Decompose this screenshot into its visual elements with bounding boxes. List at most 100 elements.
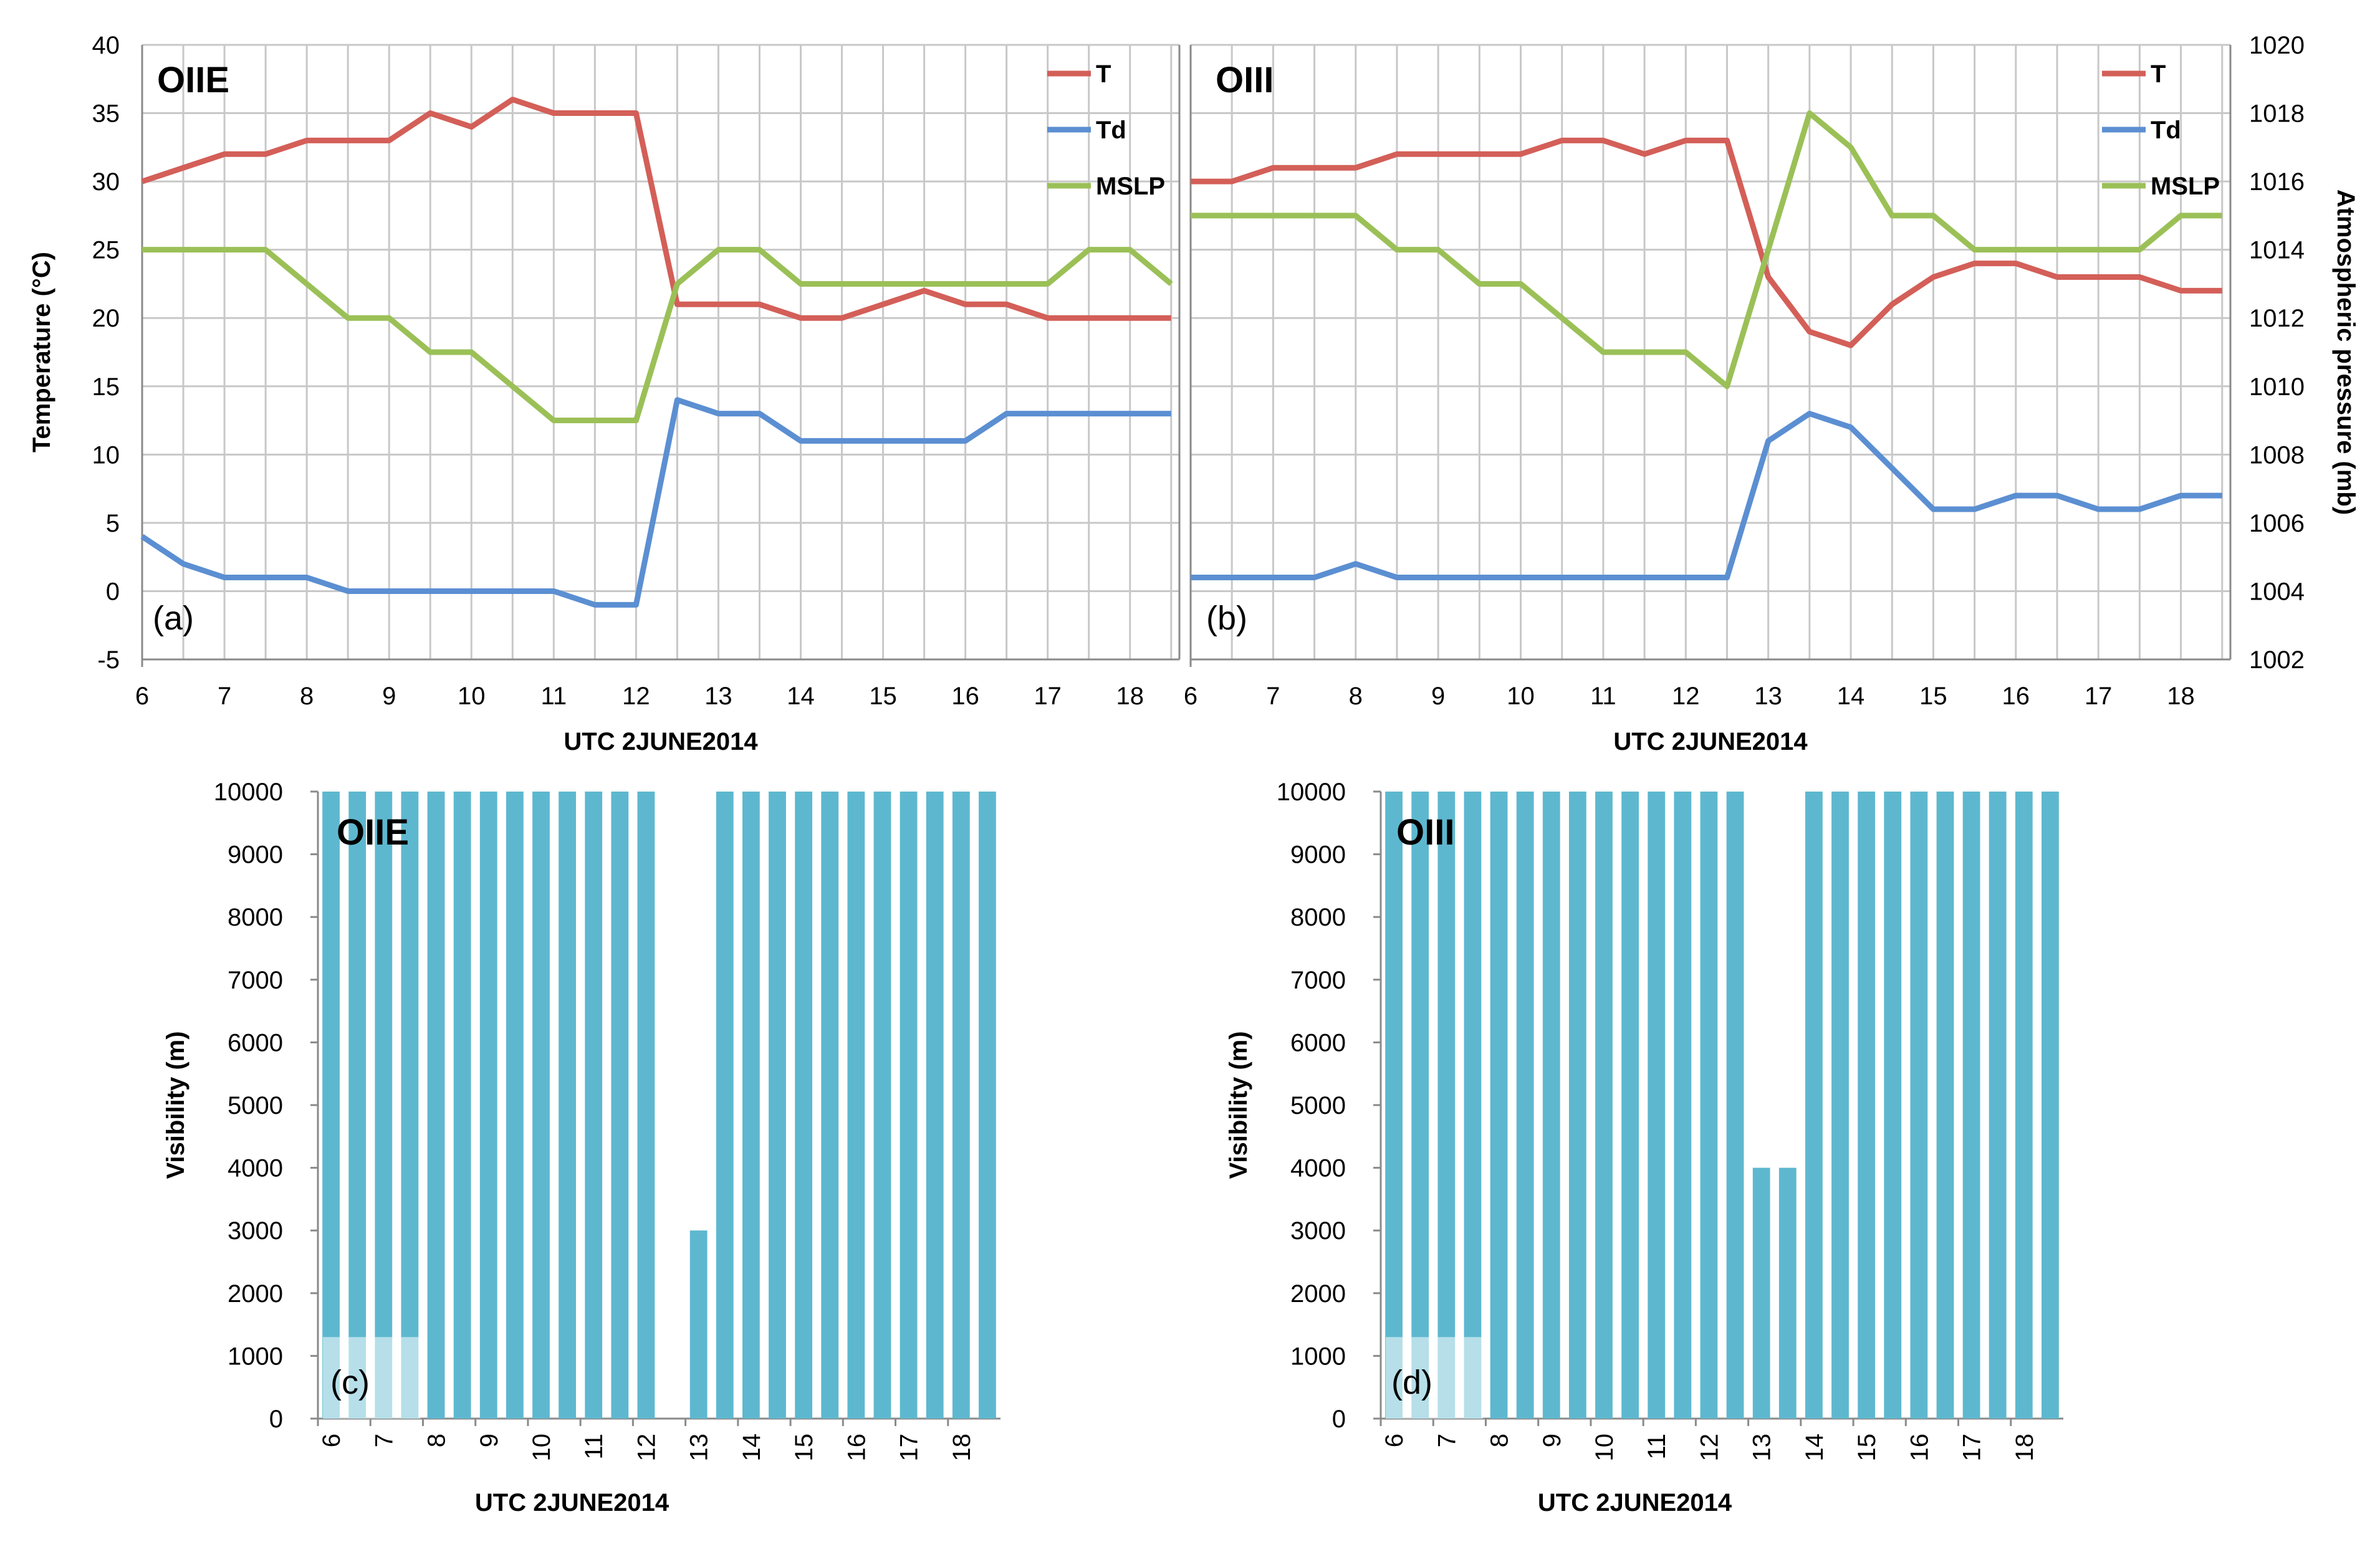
y-axis-title: Visibility (m) [162, 1031, 190, 1179]
x-tick-label: 13 [704, 682, 732, 710]
x-tick-label: 7 [1266, 682, 1280, 710]
legend-label-mslp: MSLP [2151, 173, 2220, 200]
panel-label: (b) [1206, 600, 1247, 637]
y-tick-label: 25 [92, 237, 120, 264]
y-tick-label: 0 [106, 578, 120, 605]
x-tick-label: 16 [1906, 1434, 1933, 1462]
x-tick-label: 10 [458, 682, 486, 710]
series-line-td [1191, 411, 2222, 581]
y-tick-label: 3000 [228, 1217, 283, 1245]
y2-tick-label: 1012 [2249, 305, 2305, 332]
x-tick-label: 16 [2002, 682, 2030, 710]
y-tick-label: 9000 [1290, 841, 1346, 869]
panel-label-backdrop [1386, 1337, 1484, 1419]
x-tick-label: 14 [738, 1434, 765, 1462]
bar-11 [1648, 792, 1666, 1419]
bar-8 [1490, 792, 1508, 1419]
y-tick-label: 0 [1332, 1406, 1346, 1433]
y-tick-label: -5 [97, 646, 120, 674]
chart-c: 0 1000 2000 3000 4000 5000 6000 7000 8000 9000 100… [162, 778, 1000, 1516]
station-title: OIIE [337, 812, 409, 853]
bar-7 [375, 792, 393, 1419]
bar-10.5 [1621, 792, 1639, 1419]
bar-8.5 [1516, 792, 1534, 1419]
x-tick-label: 7 [218, 682, 231, 710]
x-tick-label: 15 [869, 682, 897, 710]
x-tick-label: 18 [2011, 1434, 2038, 1462]
y-tick-label: 9000 [228, 841, 283, 869]
bar-6 [322, 792, 340, 1419]
bar-18.5 [2042, 792, 2059, 1419]
bar-10 [532, 792, 550, 1419]
bar-7.5 [401, 792, 419, 1419]
bar-17 [1962, 792, 1980, 1419]
series-line-t [141, 97, 1171, 321]
x-tick-label: 18 [948, 1434, 976, 1462]
bar-13 [689, 1230, 708, 1419]
x-tick-label: 6 [1381, 1434, 1408, 1447]
y-tick-label: 4000 [228, 1155, 283, 1182]
station-title: OIII [1216, 60, 1274, 100]
x-tick-label: 18 [1116, 682, 1144, 710]
x-tick-label: 17 [896, 1434, 923, 1462]
y-tick-label: 1000 [1290, 1343, 1346, 1370]
bar-17.5 [1989, 792, 2007, 1419]
bar-18.5 [979, 792, 996, 1419]
panel-label-backdrop [323, 1337, 421, 1419]
y-tick-label: 35 [92, 100, 120, 128]
bar-14 [1805, 792, 1823, 1419]
chart-a: -5 0 5 10 15 20 25 30 35 40 Temperature (°C) 6 7 8 9 10… [28, 32, 1181, 755]
legend-label-td: Td [1096, 117, 1126, 144]
bar-9 [1542, 792, 1560, 1419]
x-tick-label: 8 [423, 1434, 451, 1447]
bar-12 [1700, 792, 1718, 1419]
x-tick-label: 6 [1184, 682, 1197, 710]
legend-label-td: Td [2151, 117, 2181, 144]
bar-11 [585, 792, 603, 1419]
bar-10.5 [559, 792, 576, 1419]
bar-8 [427, 792, 445, 1419]
bar-14.5 [769, 792, 786, 1419]
y-tick-label: 2000 [228, 1280, 283, 1308]
x-tick-label: 14 [787, 682, 815, 710]
y-tick-label: 6000 [1290, 1029, 1346, 1056]
x-tick-label: 16 [951, 682, 979, 710]
x-tick-label: 9 [1431, 682, 1445, 710]
bar-6 [1385, 792, 1403, 1419]
bar-15 [1858, 792, 1876, 1419]
x-tick-label: 11 [541, 682, 567, 710]
station-title: OIIE [157, 60, 229, 100]
bar-18 [952, 792, 970, 1419]
bar-7.5 [1464, 792, 1482, 1419]
bar-13.5 [1778, 1167, 1797, 1419]
y-tick-label: 7000 [228, 967, 283, 994]
x-tick-label: 14 [1801, 1434, 1828, 1462]
x-tick-label: 12 [622, 682, 650, 710]
y-tick-label: 30 [92, 168, 120, 196]
bar-7 [1437, 792, 1456, 1419]
y-axis-title: Visibility (m) [1225, 1031, 1252, 1179]
panel-label: (d) [1391, 1364, 1432, 1401]
series-line-td [140, 397, 1171, 608]
x-tick-label: 15 [1853, 1434, 1881, 1462]
x-tick-label: 11 [1643, 1434, 1671, 1460]
y-tick-label: 10000 [1277, 778, 1346, 806]
chart-b: 1002100410061008101010121014101610181020… [1184, 32, 2359, 755]
x-tick-label: 13 [686, 1434, 713, 1462]
bar-10 [1595, 792, 1613, 1419]
bar-8.5 [453, 792, 471, 1419]
y2-tick-label: 1018 [2249, 100, 2305, 128]
x-tick-label: 7 [1433, 1434, 1461, 1447]
bar-14.5 [1831, 792, 1849, 1419]
bar-6.5 [1411, 792, 1429, 1419]
y-tick-label: 4000 [1290, 1155, 1346, 1182]
y-tick-label: 6000 [228, 1029, 283, 1056]
x-tick-label: 7 [370, 1434, 398, 1447]
y-tick-label: 15 [92, 373, 120, 401]
series-line-mslp [1191, 110, 2222, 390]
bar-12 [637, 792, 655, 1419]
y2-tick-label: 1002 [2249, 646, 2305, 674]
panel-label: (a) [153, 600, 194, 637]
y-tick-label: 10000 [214, 778, 283, 806]
y-tick-label: 2000 [1290, 1280, 1346, 1308]
